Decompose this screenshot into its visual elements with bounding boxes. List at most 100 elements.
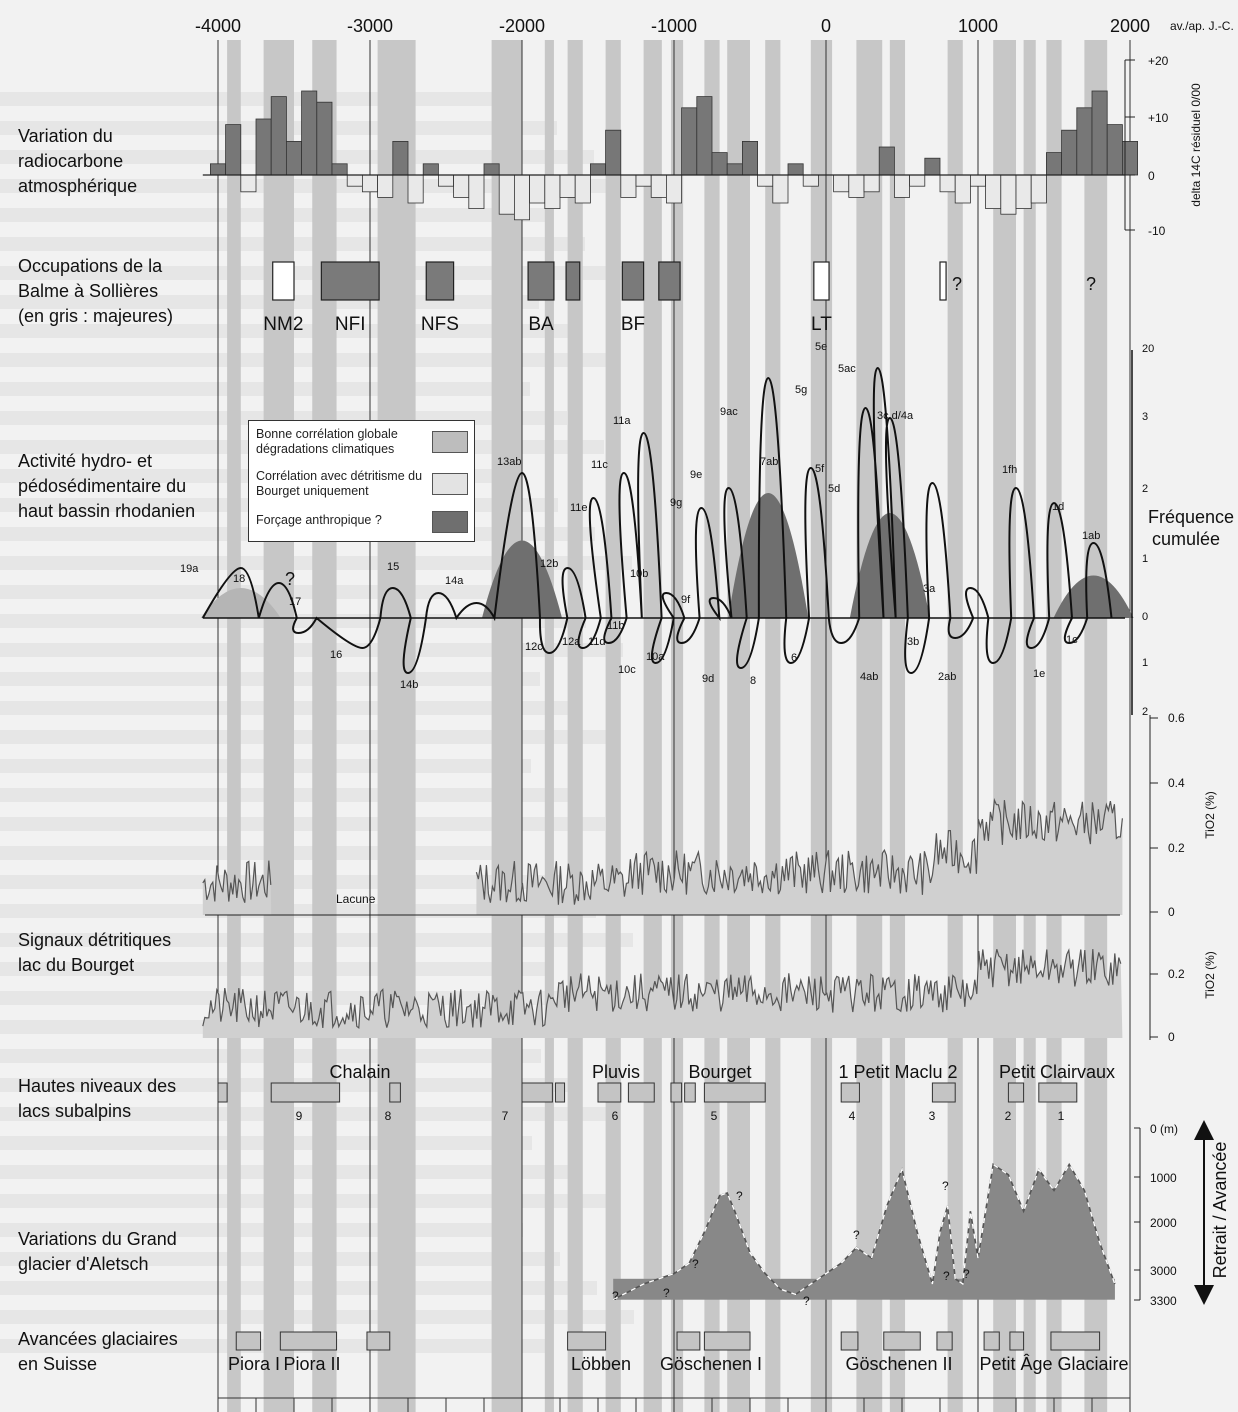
- c14-bar-36: [757, 174, 774, 187]
- top-tick-label-4: 0: [821, 16, 831, 36]
- c14-bar-32: [696, 96, 713, 176]
- shaded-periods: [227, 40, 1108, 1412]
- tio2a-series-2-line: [475, 797, 1123, 905]
- c14-bar-55: [1046, 152, 1063, 176]
- hydro-event-39: 1d: [1052, 501, 1064, 513]
- aletsch-question-2: ?: [692, 1257, 699, 1271]
- occupation-box-5: [621, 261, 645, 301]
- hydro-event-14: 11b: [607, 620, 625, 632]
- lake-number-5: 4: [849, 1109, 856, 1123]
- lake-box-2: [389, 1082, 401, 1103]
- hydro-event-19: 9g: [670, 497, 682, 509]
- c14-axis-label: delta 14C résiduel 0/00: [1189, 83, 1203, 207]
- c14-bar-46: [909, 174, 926, 187]
- hydro-tick-label-0: 20: [1142, 343, 1154, 355]
- c14-bar-22: [544, 174, 561, 209]
- occupation-box-2: [425, 261, 455, 301]
- lake-name-3: 1 Petit Maclu 2: [838, 1062, 957, 1082]
- lake-number-2: 7: [502, 1109, 509, 1123]
- hydro-tick-label-6: 2: [1142, 706, 1148, 718]
- c14-bar-28: [635, 174, 652, 187]
- shaded-band-6: [567, 40, 583, 1412]
- shaded-band-16: [947, 40, 963, 1412]
- c14-bar-24: [574, 174, 591, 204]
- c14-bar-34: [726, 163, 743, 176]
- tio2a-gap-label: Lacune: [336, 892, 376, 906]
- aletsch-question-6: ?: [942, 1179, 949, 1193]
- hydro-fill-39: [1053, 575, 1134, 618]
- shaded-band-4: [491, 40, 522, 1412]
- hydro-question: ?: [285, 569, 295, 589]
- swiss-name-2: Löbben: [571, 1354, 631, 1374]
- swiss-box-5: [703, 1331, 751, 1351]
- c14-bar-52: [1000, 174, 1017, 215]
- tio2b-axis-label: TiO2 (%): [1203, 951, 1217, 999]
- c14-bar-39: [802, 174, 819, 187]
- hydro-event-25: 7ab: [760, 456, 778, 468]
- tio2a-tick-label-2: 0.2: [1168, 841, 1185, 855]
- lake-box-6: [627, 1082, 655, 1103]
- lake-box-4: [554, 1082, 566, 1103]
- aletsch-question-3: ?: [736, 1189, 743, 1203]
- label-radiocarbon-line-1: radiocarbone: [18, 151, 123, 171]
- c14-bar-47: [924, 157, 941, 176]
- occupation-box-6: [658, 261, 681, 301]
- label-swiss-line-1: en Suisse: [18, 1354, 97, 1374]
- tio2-panel-b: 0.2 0 TiO2 (%): [202, 915, 1217, 1044]
- bg-line: [0, 817, 605, 831]
- c14-bar-54: [1030, 174, 1047, 204]
- hydro-axis-label-2: cumulée: [1152, 529, 1220, 549]
- c14-bar-35: [742, 140, 759, 176]
- swiss-name-1: Piora II: [283, 1354, 340, 1374]
- shaded-band-11: [727, 40, 750, 1412]
- c14-bar-7: [316, 101, 333, 176]
- hydro-event-40: 1c: [1066, 634, 1078, 646]
- occupation-question-2: ?: [1086, 274, 1096, 294]
- c14-tick-label-3: -10: [1148, 224, 1166, 238]
- hydro-event-38: 1e: [1033, 668, 1045, 680]
- top-tick-label-3: -1000: [651, 16, 697, 36]
- swiss-box-8: [936, 1331, 953, 1351]
- lake-name-4: Petit Clairvaux: [999, 1062, 1115, 1082]
- c14-bar-21: [529, 174, 546, 204]
- hydro-event-7: 13ab: [497, 456, 521, 468]
- c14-bar-10: [361, 174, 378, 193]
- label-radiocarbon-line-0: Variation du: [18, 126, 113, 146]
- shaded-band-20: [1084, 40, 1108, 1412]
- c14-bar-20: [514, 174, 531, 221]
- legend-swatch-2: [432, 473, 468, 495]
- c14-bar-18: [483, 163, 500, 176]
- label-lakes-line-0: Hautes niveaux des: [18, 1076, 176, 1096]
- hydro-event-23: 9ac: [720, 406, 738, 418]
- arrow-down-icon: [1194, 1285, 1214, 1305]
- lake-number-7: 2: [1005, 1109, 1012, 1123]
- c14-bar-25: [590, 163, 607, 176]
- hydro-event-13: 11c: [591, 459, 608, 471]
- tio2a-tick-label-1: 0.4: [1168, 776, 1185, 790]
- c14-bar-33: [711, 152, 728, 176]
- c14-bar-0: [209, 163, 226, 176]
- bg-line: [0, 266, 622, 280]
- top-tick-label-5: 1000: [958, 16, 998, 36]
- shaded-band-2: [312, 40, 337, 1412]
- hydro-event-24: 8: [750, 675, 756, 687]
- c14-bar-8: [331, 163, 348, 176]
- c14-bar-45: [894, 174, 911, 198]
- occupation-label-7: LT: [811, 314, 832, 335]
- tio2a-series-1-line: [202, 860, 272, 903]
- shaded-band-5: [544, 40, 554, 1412]
- lake-box-7: [670, 1082, 683, 1103]
- lake-box-9: [703, 1082, 766, 1103]
- label-tio2-line-0: Signaux détritiques: [18, 930, 171, 950]
- hydro-event-0: 19a: [180, 563, 199, 575]
- lake-box-0: [217, 1082, 228, 1103]
- aletsch-tick-label-1: 1000: [1150, 1171, 1177, 1185]
- lake-number-0: 9: [296, 1109, 303, 1123]
- bg-line: [0, 1281, 597, 1295]
- c14-bar-15: [437, 174, 454, 187]
- hydro-tick-label-1: 3: [1142, 411, 1148, 423]
- swiss-name-3: Göschenen I: [660, 1354, 762, 1374]
- c14-bar-19: [498, 174, 515, 215]
- swiss-box-4: [676, 1331, 701, 1351]
- hydro-tick-label-2: 2: [1142, 483, 1148, 495]
